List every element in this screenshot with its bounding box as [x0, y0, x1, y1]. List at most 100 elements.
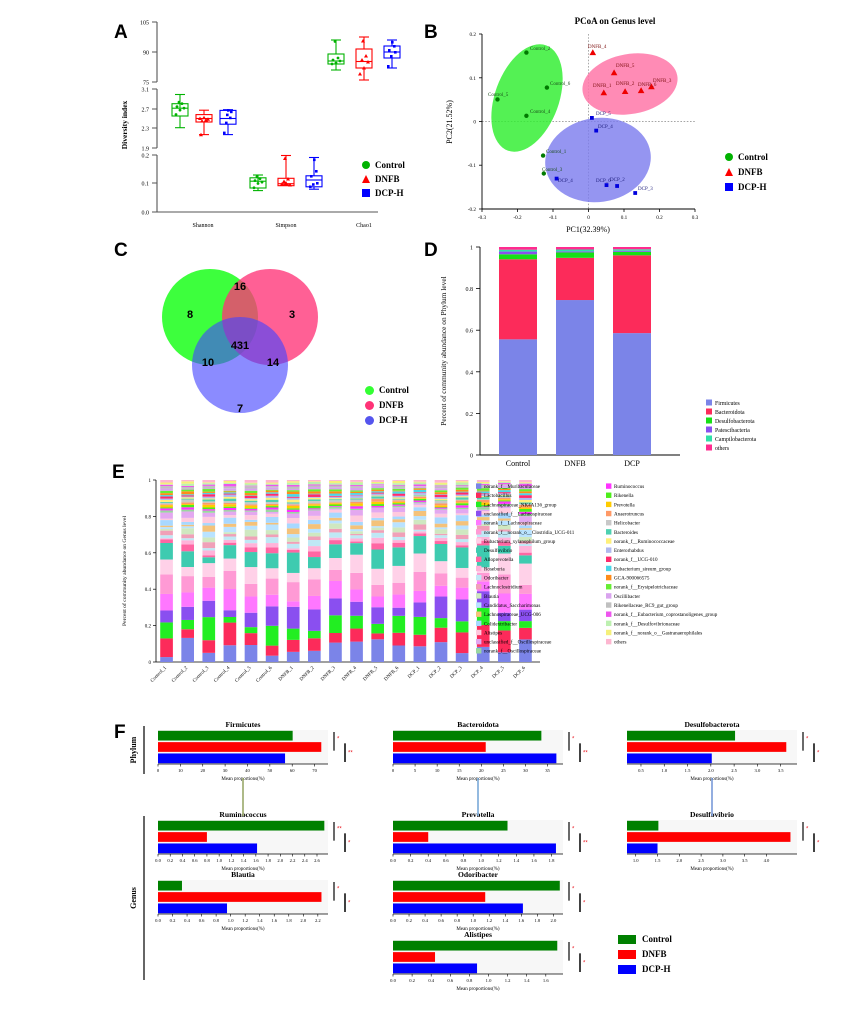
panel-e-legend-swatch — [476, 565, 482, 572]
panel-e-bar-segment — [265, 507, 279, 510]
panel-e-bar-segment — [202, 485, 216, 489]
panel-f-xtick: 2.2 — [290, 858, 296, 863]
panel-f-bar — [627, 820, 659, 831]
legend-circle-control-icon — [725, 153, 733, 161]
panel-e-ytick: 0.2 — [145, 625, 152, 630]
panel-e-xtick: Control_5 — [235, 666, 253, 684]
panel-e-bar-segment — [308, 496, 321, 498]
panel-e-bar-segment — [455, 515, 469, 522]
panel-f-chart-title: Blautia — [231, 870, 255, 879]
panel-e-bar-segment — [202, 509, 216, 511]
panel-d-bar-segment — [613, 249, 651, 251]
panel-e-plot: 0 0.2 0.4 0.6 0.8 1 Percent of community abund… — [121, 479, 718, 684]
legend-label-dnfb: DNFB — [738, 167, 763, 177]
panel-e-bar-segment — [498, 501, 511, 504]
panel-e-bar-segment — [160, 502, 173, 505]
panel-e-bar-segment — [498, 531, 511, 538]
panel-e-bar-segment — [519, 525, 532, 529]
panel-e-bar-segment — [223, 589, 237, 611]
panel-e-bar-segment — [181, 551, 194, 568]
panel-e-legend-swatch — [606, 593, 612, 599]
panel-e-bar-segment — [434, 529, 448, 534]
panel-f-xtick: 25 — [501, 768, 506, 773]
panel-e-bar-segment — [160, 512, 173, 519]
panel-e-bar-segment — [244, 521, 258, 526]
panel-e-bar-segment — [244, 488, 258, 491]
panel-e-bar-segment — [160, 525, 173, 528]
panel-e-bar-segment — [476, 480, 490, 482]
panel-e-bar-segment — [371, 499, 384, 502]
panel-f-xtick: 3.5 — [742, 858, 748, 863]
panel-e-bar-segment — [413, 533, 427, 537]
panel-e-bar-segment — [181, 509, 194, 512]
panel-f-xtick: 2.5 — [698, 858, 704, 863]
panel-e-bar-segment — [434, 596, 448, 619]
panel-e-bar-segment — [392, 582, 406, 595]
panel-e-bar-segment — [286, 508, 300, 510]
panel-e-bar-segment — [434, 561, 448, 574]
panel-e-legend-label: Roseburia — [484, 566, 505, 572]
panel-e-bar-segment — [413, 496, 427, 499]
panel-f-xtick: 2.5 — [731, 768, 737, 773]
panel-e-bar-segment — [181, 487, 194, 489]
panel-e-xtick: DNFB_2 — [299, 666, 316, 683]
panel-e-bar-segment — [286, 503, 300, 505]
panel-f-xtick: 0.0 — [390, 918, 396, 923]
panel-e-bar-segment — [519, 480, 532, 483]
panel-e-bar-segment — [476, 490, 490, 492]
venn-value-all-three: 431 — [231, 340, 249, 352]
panel-e-bar-segment — [181, 504, 194, 508]
panel-e-bar-segment — [498, 652, 511, 662]
panel-e-bar-segment — [519, 491, 532, 494]
panel-c-legend: Control DNFB DCP-H — [365, 385, 409, 425]
panel-e-bar-segment — [181, 567, 194, 577]
legend-dot-dnfb-icon — [365, 400, 374, 410]
panel-e-bar-segment — [350, 497, 363, 499]
panel-e-bar-segment — [286, 528, 300, 535]
panel-e-bar-segment — [434, 537, 448, 542]
panel-e-bar-segment — [350, 487, 363, 491]
panel-e-bar-segment — [413, 516, 427, 520]
panel-f-xtick: 1.2 — [505, 978, 511, 983]
panel-e-bar-segment — [350, 480, 363, 482]
panel-e-bar-segment — [434, 523, 448, 528]
panel-f-xtick: 3.0 — [755, 768, 761, 773]
panel-e-bar-segment — [392, 493, 406, 496]
panel-e-bar-segment — [350, 481, 363, 483]
panel-e-bar-segment — [392, 542, 406, 548]
panel-e-bar-segment — [286, 523, 300, 529]
panel-e-bar-segment — [286, 505, 300, 509]
panel-e-bar-segment — [392, 501, 406, 504]
panel-f-xtick: 0 — [392, 768, 395, 773]
panel-e-bar-segment — [308, 481, 321, 483]
point-label-dnfb-5: DNFB_5 — [616, 64, 635, 69]
panel-e-bar-segment — [308, 509, 321, 511]
venn-value-dcph-only: 7 — [237, 403, 243, 415]
panel-f-xtick: 2.4 — [302, 858, 308, 863]
panel-e-bar-segment — [223, 517, 237, 524]
panel-e-bar-segment — [392, 503, 406, 505]
panel-e-bar-segment — [519, 639, 532, 662]
panel-b-legend: Control DNFB DCP-H — [725, 152, 768, 192]
panel-e-bar-segment — [202, 480, 216, 483]
panel-e-bar-segment — [223, 542, 237, 546]
panel-e-bar-segment — [371, 495, 384, 497]
panel-e-bar-segment — [413, 480, 427, 482]
panel-e-bar-segment — [350, 615, 363, 629]
panel-f-sig-marker: ** — [348, 751, 353, 757]
panel-e-bar-segment — [434, 533, 448, 536]
legend-dot-dcph-icon — [365, 415, 374, 425]
panel-e-bar-segment — [392, 519, 406, 523]
panel-f-xtick: 0.2 — [167, 858, 173, 863]
panel-e-bar-segment — [519, 514, 532, 517]
panel-e-bar-segment — [476, 530, 490, 537]
legend-label-control: Control — [375, 160, 405, 170]
point-label-dcp-2: DCP_2 — [610, 178, 625, 183]
svg-text:90: 90 — [143, 51, 149, 57]
panel-f-xtick: 0.6 — [443, 858, 449, 863]
panel-f-xtick: 0.6 — [199, 918, 205, 923]
panel-f-sig-marker: ** — [583, 841, 588, 847]
panel-e-legend-label: norank_f__Muribaculaceae — [484, 483, 541, 490]
panel-e-bar-segment — [329, 598, 342, 616]
